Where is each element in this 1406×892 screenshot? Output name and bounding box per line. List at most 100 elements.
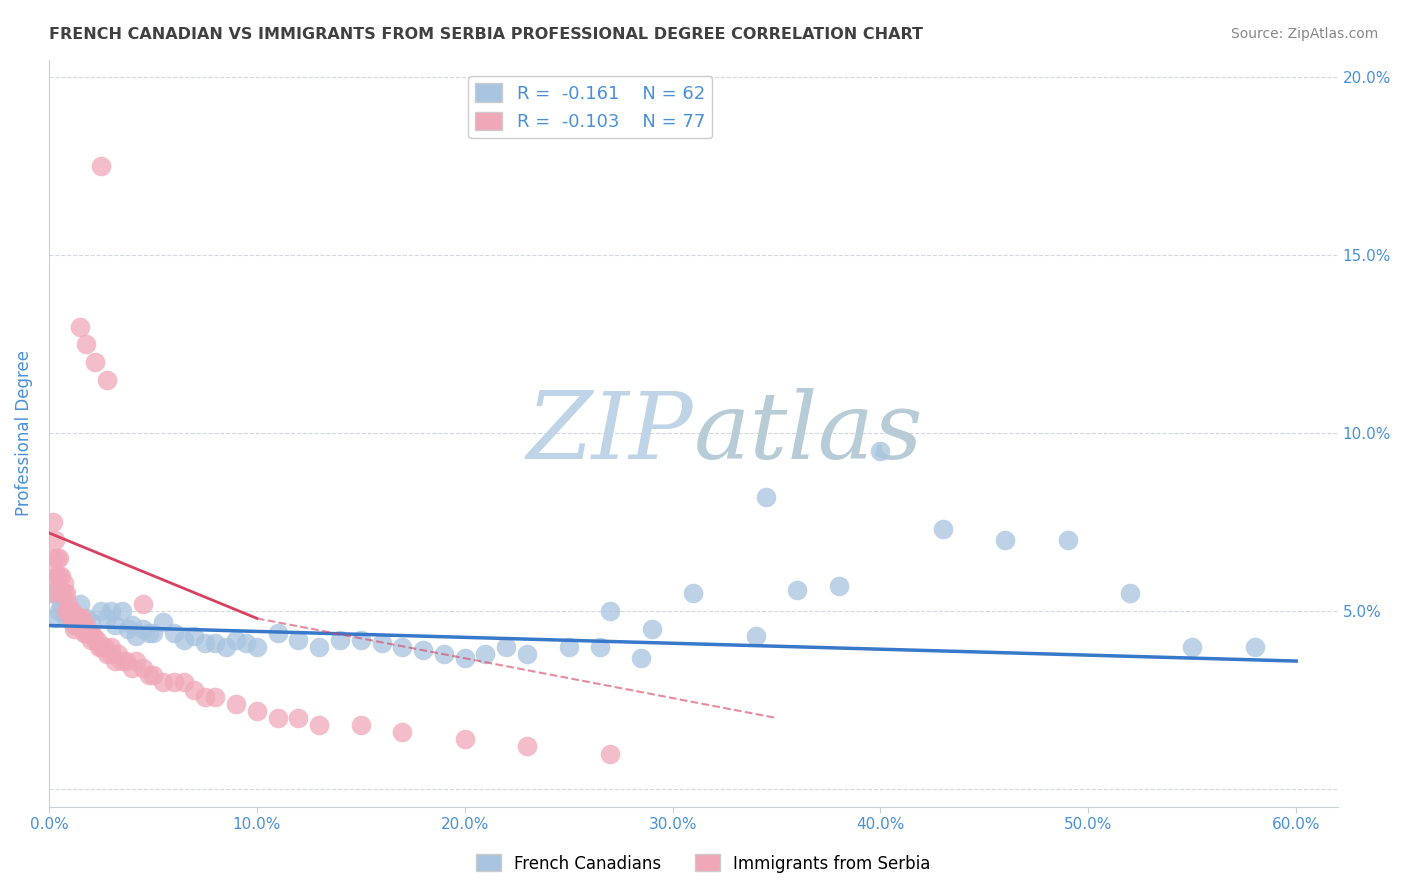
Point xyxy=(65,618,87,632)
Point xyxy=(454,732,477,747)
Point xyxy=(225,697,247,711)
Point xyxy=(111,654,134,668)
Point xyxy=(60,611,83,625)
Point xyxy=(59,604,82,618)
Point xyxy=(83,632,105,647)
Point xyxy=(44,568,66,582)
Point xyxy=(516,647,538,661)
Point xyxy=(65,611,87,625)
Point xyxy=(412,643,434,657)
Point xyxy=(142,625,165,640)
Point xyxy=(100,647,122,661)
Point xyxy=(63,622,86,636)
Point xyxy=(79,632,101,647)
Point xyxy=(96,611,118,625)
Point xyxy=(173,675,195,690)
Point xyxy=(60,604,83,618)
Point xyxy=(79,625,101,640)
Point xyxy=(67,618,90,632)
Point xyxy=(391,725,413,739)
Point xyxy=(745,629,768,643)
Text: atlas: atlas xyxy=(693,388,922,478)
Point xyxy=(204,636,226,650)
Point xyxy=(329,632,352,647)
Point xyxy=(63,618,86,632)
Point xyxy=(121,618,143,632)
Point xyxy=(225,632,247,647)
Text: Source: ZipAtlas.com: Source: ZipAtlas.com xyxy=(1230,27,1378,41)
Point xyxy=(51,586,73,600)
Point xyxy=(111,604,134,618)
Point xyxy=(96,373,118,387)
Point xyxy=(266,625,288,640)
Point xyxy=(51,568,73,582)
Point xyxy=(152,615,174,629)
Point xyxy=(46,568,69,582)
Point xyxy=(51,597,73,611)
Point xyxy=(79,615,101,629)
Point xyxy=(69,611,91,625)
Point xyxy=(138,625,160,640)
Point xyxy=(52,575,75,590)
Point xyxy=(183,629,205,643)
Point xyxy=(246,704,269,718)
Point xyxy=(48,604,70,618)
Point xyxy=(131,622,153,636)
Point xyxy=(83,355,105,369)
Point xyxy=(308,640,330,654)
Point xyxy=(287,632,309,647)
Point xyxy=(194,636,217,650)
Point xyxy=(433,647,456,661)
Point xyxy=(75,611,97,625)
Point xyxy=(1056,533,1078,547)
Point xyxy=(121,661,143,675)
Point xyxy=(131,661,153,675)
Point xyxy=(107,647,129,661)
Point xyxy=(125,629,148,643)
Point xyxy=(869,444,891,458)
Point xyxy=(59,611,82,625)
Point xyxy=(599,604,621,618)
Point xyxy=(52,586,75,600)
Point xyxy=(91,640,114,654)
Point xyxy=(46,550,69,565)
Point xyxy=(454,650,477,665)
Point xyxy=(94,640,117,654)
Text: FRENCH CANADIAN VS IMMIGRANTS FROM SERBIA PROFESSIONAL DEGREE CORRELATION CHART: FRENCH CANADIAN VS IMMIGRANTS FROM SERBI… xyxy=(49,27,924,42)
Point xyxy=(1119,586,1142,600)
Point xyxy=(63,611,86,625)
Point xyxy=(56,597,79,611)
Point xyxy=(266,711,288,725)
Point xyxy=(204,690,226,704)
Point xyxy=(599,747,621,761)
Point xyxy=(48,550,70,565)
Point xyxy=(104,654,127,668)
Point xyxy=(87,640,110,654)
Point xyxy=(287,711,309,725)
Point xyxy=(104,618,127,632)
Point xyxy=(77,625,100,640)
Point xyxy=(42,515,65,529)
Point xyxy=(173,632,195,647)
Point xyxy=(1243,640,1265,654)
Point xyxy=(932,522,955,536)
Point xyxy=(630,650,652,665)
Point xyxy=(370,636,392,650)
Point xyxy=(117,622,139,636)
Point xyxy=(115,654,138,668)
Point xyxy=(682,586,704,600)
Point xyxy=(59,604,82,618)
Point xyxy=(1181,640,1204,654)
Point xyxy=(214,640,236,654)
Point xyxy=(70,618,93,632)
Point xyxy=(125,654,148,668)
Point xyxy=(163,625,186,640)
Point xyxy=(235,636,257,650)
Point xyxy=(75,618,97,632)
Legend: R =  -0.161    N = 62, R =  -0.103    N = 77: R = -0.161 N = 62, R = -0.103 N = 77 xyxy=(468,76,713,138)
Point xyxy=(55,611,77,625)
Point xyxy=(100,640,122,654)
Point xyxy=(42,586,65,600)
Point xyxy=(786,582,808,597)
Point xyxy=(55,586,77,600)
